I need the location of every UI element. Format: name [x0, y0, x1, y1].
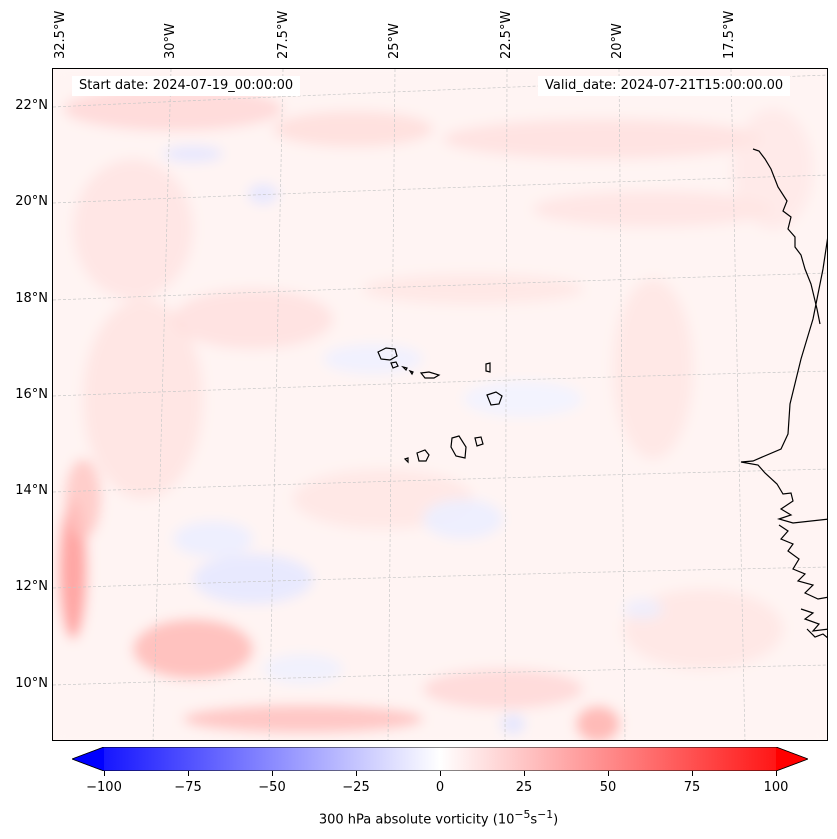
lat-label: 16°N [15, 387, 48, 402]
lat-label: 18°N [15, 291, 48, 306]
lon-label: 27.5°W [276, 10, 291, 59]
lat-label: 10°N [15, 676, 48, 691]
colorbar-tick-label: 75 [683, 780, 701, 795]
colorbar-tickmark [272, 771, 273, 776]
lon-label: 25°W [387, 23, 402, 59]
colorbar-tickmark [524, 771, 525, 776]
lat-label: 14°N [15, 483, 48, 498]
colorbar-tick-label: −75 [174, 780, 202, 795]
colorbar-tickmark [188, 771, 189, 776]
colorbar-tick-label: 0 [435, 780, 445, 795]
lon-label: 20°W [610, 23, 625, 59]
colorbar-tick-label: 50 [599, 780, 617, 795]
vorticity-map [52, 68, 828, 741]
valid-date-label: Valid_date: 2024-07-21T15:00:00.00 [538, 76, 791, 96]
colorbar-tickmark [356, 771, 357, 776]
lat-label: 20°N [15, 194, 48, 209]
island-coastlines [377, 347, 503, 464]
lon-label: 30°W [163, 23, 178, 59]
colorbar-tickmark [440, 771, 441, 776]
lat-label: 12°N [15, 579, 48, 594]
colorbar-tick-label: 25 [515, 780, 533, 795]
colorbar-tick-label: −25 [342, 780, 370, 795]
colorbar [72, 747, 808, 771]
africa-coastline [740, 148, 827, 639]
graticule [53, 69, 827, 740]
colorbar-tickmark [692, 771, 693, 776]
lat-label: 22°N [15, 98, 48, 113]
lon-label: 17.5°W [722, 10, 737, 59]
vorticity-field [53, 69, 827, 740]
colorbar-tickmark [608, 771, 609, 776]
colorbar-tickmark [776, 771, 777, 776]
colorbar-tick-label: −100 [86, 780, 122, 795]
colorbar-tick-label: −50 [258, 780, 286, 795]
colorbar-tickmark [104, 771, 105, 776]
lon-label: 22.5°W [499, 10, 514, 59]
map-canvas [53, 69, 827, 740]
lon-label: 32.5°W [53, 10, 68, 59]
start-date-label: Start date: 2024-07-19_00:00:00 [72, 76, 301, 96]
colorbar-label: 300 hPa absolute vorticity (10−5s−1) [318, 808, 559, 828]
colorbar-tick-label: 100 [763, 780, 789, 795]
